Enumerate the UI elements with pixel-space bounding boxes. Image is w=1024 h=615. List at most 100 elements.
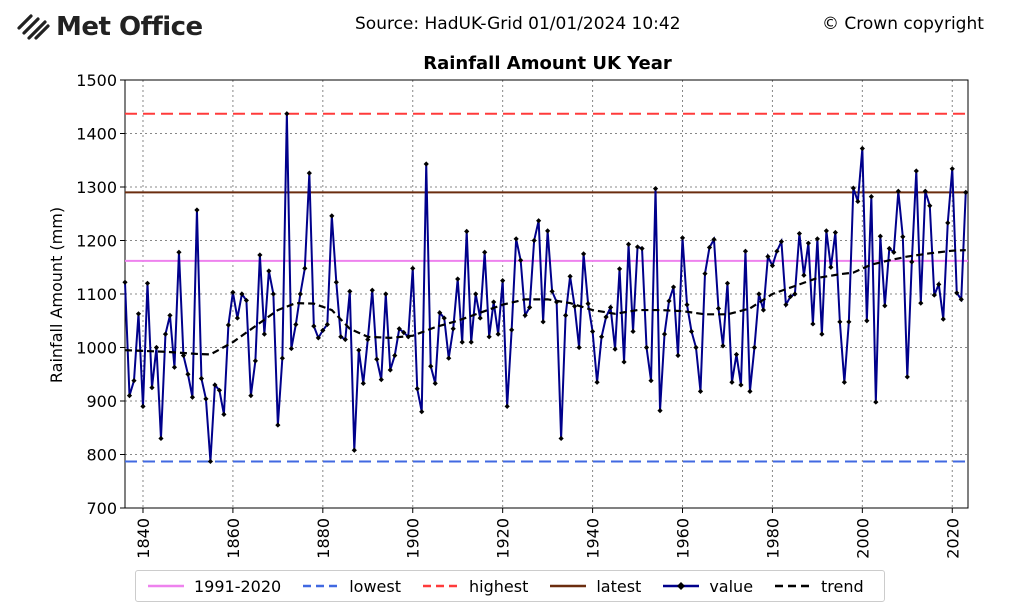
legend-swatch bbox=[775, 584, 812, 588]
value-point bbox=[293, 321, 299, 328]
trend-line bbox=[124, 249, 966, 356]
value-point bbox=[949, 166, 955, 172]
value-point bbox=[940, 316, 946, 322]
value-point bbox=[243, 297, 249, 304]
x-tick-label: 1880 bbox=[314, 518, 333, 559]
value-point bbox=[814, 236, 820, 242]
value-point bbox=[198, 375, 205, 382]
value-point bbox=[338, 334, 344, 340]
value-point bbox=[266, 268, 272, 274]
value-point bbox=[351, 447, 357, 453]
value-point bbox=[522, 312, 528, 318]
value-point bbox=[221, 411, 227, 417]
value-point bbox=[167, 312, 173, 318]
value-point bbox=[239, 291, 245, 297]
value-point bbox=[769, 263, 776, 269]
x-tick-label: 1960 bbox=[674, 518, 693, 559]
value-point bbox=[670, 284, 677, 290]
value-point bbox=[702, 271, 708, 277]
value-point bbox=[895, 188, 901, 194]
value-point bbox=[945, 220, 951, 226]
value-point bbox=[234, 315, 240, 321]
value-point bbox=[778, 238, 785, 245]
legend-label: lowest bbox=[349, 576, 401, 596]
value-point bbox=[963, 189, 969, 195]
value-point bbox=[468, 339, 474, 345]
source-text: Source: HadUK-Grid 01/01/2024 10:42 bbox=[355, 14, 681, 34]
value-point bbox=[868, 194, 874, 200]
value-point bbox=[715, 305, 722, 312]
value-point bbox=[558, 435, 564, 442]
value-point bbox=[504, 403, 510, 409]
value-point bbox=[760, 307, 767, 313]
y-axis-label: Rainfall Amount (mm) bbox=[47, 207, 66, 383]
value-point bbox=[805, 240, 811, 246]
y-tick-label: 700 bbox=[86, 499, 117, 518]
value-point bbox=[122, 279, 128, 285]
value-point bbox=[288, 345, 294, 352]
legend-swatch bbox=[663, 582, 700, 590]
value-point bbox=[252, 358, 258, 364]
value-point bbox=[873, 399, 879, 405]
value-point bbox=[365, 336, 371, 343]
value-point bbox=[864, 318, 870, 324]
value-point bbox=[751, 344, 758, 351]
met-office-logo: Met Office bbox=[16, 12, 203, 42]
value-point bbox=[711, 236, 717, 243]
value-point bbox=[841, 379, 847, 385]
legend-item-1991-2020: 1991-2020 bbox=[148, 577, 281, 596]
value-point bbox=[567, 273, 573, 279]
value-point bbox=[688, 328, 695, 335]
legend-swatch bbox=[303, 584, 340, 588]
value-point bbox=[441, 315, 447, 321]
legend-item-highest: highest bbox=[423, 577, 528, 596]
value-point bbox=[500, 278, 506, 284]
value-point bbox=[347, 288, 353, 294]
value-point bbox=[392, 352, 398, 359]
value-point bbox=[284, 111, 290, 117]
value-point bbox=[230, 289, 236, 295]
value-point bbox=[738, 382, 744, 388]
value-point bbox=[212, 382, 218, 388]
value-point bbox=[891, 249, 897, 255]
value-point bbox=[477, 315, 483, 321]
value-point bbox=[837, 319, 843, 325]
value-point bbox=[329, 213, 335, 219]
value-point bbox=[801, 272, 807, 278]
y-tick-label: 1200 bbox=[76, 232, 117, 251]
value-point bbox=[383, 291, 389, 297]
value-point bbox=[446, 355, 452, 361]
value-point bbox=[180, 352, 187, 359]
value-point bbox=[207, 458, 214, 465]
value-point bbox=[931, 292, 937, 298]
value-point bbox=[666, 298, 672, 304]
value-point bbox=[414, 386, 420, 392]
value-point bbox=[423, 161, 429, 167]
value-point bbox=[153, 344, 160, 351]
value-point bbox=[432, 380, 438, 386]
value-point bbox=[513, 236, 519, 242]
x-tick-label: 2020 bbox=[943, 518, 962, 559]
x-tick-label: 1840 bbox=[134, 518, 153, 559]
value-point bbox=[796, 230, 802, 237]
value-point bbox=[437, 310, 443, 316]
value-point bbox=[783, 302, 789, 308]
value-point bbox=[554, 299, 560, 305]
value-point bbox=[693, 344, 699, 351]
value-point bbox=[882, 303, 888, 309]
value-point bbox=[603, 314, 609, 320]
value-point bbox=[810, 321, 816, 327]
value-point bbox=[518, 257, 524, 263]
value-point bbox=[135, 311, 142, 317]
value-point bbox=[369, 287, 375, 293]
value-point bbox=[724, 280, 731, 286]
value-point bbox=[194, 207, 200, 213]
value-point bbox=[333, 279, 339, 285]
value-point bbox=[486, 334, 492, 340]
value-point bbox=[756, 291, 762, 297]
value-point bbox=[733, 351, 740, 358]
value-point bbox=[877, 233, 883, 239]
y-tick-label: 1000 bbox=[76, 339, 117, 358]
value-point bbox=[913, 168, 919, 174]
y-tick-label: 1500 bbox=[76, 71, 117, 90]
